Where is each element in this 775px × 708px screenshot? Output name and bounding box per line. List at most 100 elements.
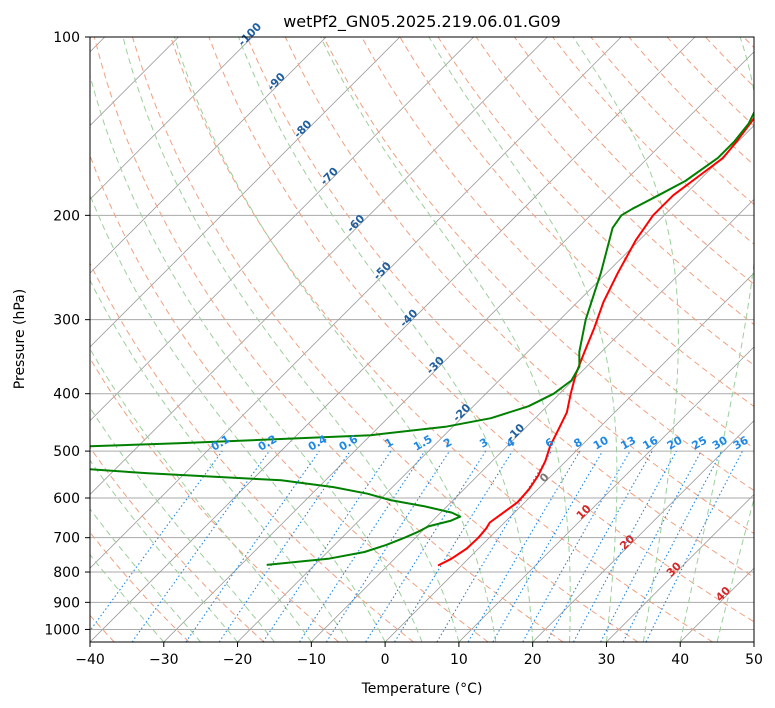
moist-adiabat-line: [238, 37, 534, 642]
dry-adiabat-line: [90, 154, 489, 642]
y-tick-label: 700: [53, 531, 80, 547]
moist-adiabat-line: [90, 279, 349, 642]
y-tick-label: 1000: [44, 622, 80, 638]
mixing-ratio-line: [394, 450, 513, 642]
mixing-ratio-label: 1: [383, 436, 396, 451]
mixing-ratio-label: 0.2: [256, 433, 279, 454]
dry-adiabat-line: [666, 37, 754, 127]
mixing-ratio-label: 36: [731, 433, 751, 452]
isotherm-label: -30: [424, 354, 447, 377]
dry-adiabat-line: [90, 446, 265, 642]
mixing-ratio-line: [645, 450, 743, 642]
dry-adiabat-line: [90, 262, 414, 642]
dry-adiabat-line: [93, 37, 564, 642]
x-tick-label: 50: [745, 652, 763, 668]
dry-adiabat-line: [323, 37, 754, 492]
x-tick-label: 20: [524, 652, 542, 668]
moist-adiabat-line: [716, 497, 754, 642]
y-tick-label: 100: [53, 30, 80, 46]
isotherm-line: [90, 37, 253, 200]
y-tick-label: 900: [53, 595, 80, 611]
mixing-ratio-label: 0.4: [306, 432, 330, 453]
moist-adiabat-line: [122, 37, 460, 642]
plot-frame: [89, 36, 755, 643]
mixing-ratio-line: [573, 450, 677, 642]
isotherm-line: [679, 567, 754, 642]
y-tick-label: 600: [53, 491, 80, 507]
dry-adiabat-line: [132, 37, 639, 642]
mixing-ratio-label: 13: [618, 434, 638, 453]
moist-adiabat-line: [90, 73, 423, 642]
isotherm-label: 20: [617, 532, 637, 552]
dry-adiabat-line: [475, 37, 754, 326]
mixing-ratio-line: [299, 450, 426, 642]
mixing-ratio-line: [185, 450, 320, 642]
moist-adiabat-line: [90, 347, 312, 642]
dewpoint-profile: [90, 110, 754, 566]
mixing-ratio-line: [325, 450, 450, 642]
moist-adiabat-line: [679, 37, 754, 642]
dry-adiabat-line: [399, 37, 754, 408]
isotherm-line: [90, 37, 401, 348]
y-tick-label: 500: [53, 444, 80, 460]
isotherm-label: -70: [318, 165, 341, 188]
mixing-ratio-label: 20: [665, 433, 685, 452]
dry-adiabat-line: [170, 37, 713, 642]
y-tick-label: 300: [53, 313, 80, 329]
moist-adiabat-line: [90, 459, 238, 642]
y-tick-label: 200: [53, 208, 80, 224]
mixing-ratio-label: 10: [591, 433, 611, 452]
mixing-ratio-line: [436, 450, 552, 642]
y-tick-label: 800: [53, 565, 80, 581]
mixing-ratio-label: 3: [477, 436, 490, 451]
moist-adiabat-line: [90, 193, 386, 642]
x-tick-label: −30: [149, 652, 179, 668]
isotherm-label: 30: [664, 559, 684, 579]
mixing-ratio-line: [546, 450, 653, 642]
plot-area: [90, 37, 754, 642]
dry-adiabat-line: [90, 531, 190, 642]
x-tick-label: −10: [297, 652, 327, 668]
dry-adiabat-line: [208, 37, 754, 623]
mixing-ratio-line: [131, 450, 270, 642]
mixing-ratio-label: 0.1: [209, 433, 232, 454]
moist-adiabat-line: [428, 37, 618, 642]
moist-adiabat-line: [90, 508, 202, 642]
dry-adiabat-line: [628, 37, 754, 166]
mixing-ratio-line: [262, 450, 392, 642]
isotherm-label: 40: [713, 584, 733, 604]
x-tick-label: 0: [381, 652, 390, 668]
mixing-ratio-line: [218, 450, 351, 642]
line-labels: 0.1 0.2 0.4 0.6 1 1.5 2 3 4 6 8 10 13 16 20 25 30 36-100-…: [209, 20, 751, 604]
mixing-ratio-line: [90, 450, 223, 632]
moist-adiabat-line: [173, 37, 497, 642]
isotherm-line: [458, 346, 754, 642]
isotherm-label: -90: [265, 70, 288, 93]
x-tick-label: 30: [598, 652, 616, 668]
x-tick-label: 10: [450, 652, 468, 668]
x-tick-label: 40: [671, 652, 689, 668]
x-tick-label: −40: [75, 652, 105, 668]
dry-adiabat-line: [437, 37, 754, 366]
dry-adiabat-line: [552, 37, 754, 245]
isotherm-line: [90, 37, 327, 274]
isotherm-label: -50: [371, 259, 394, 282]
isotherm-line: [90, 37, 474, 422]
isotherm-label: -80: [291, 117, 314, 140]
moist-adiabat-line: [572, 37, 679, 642]
isotherm-line: [90, 37, 548, 496]
mixing-ratio-line: [522, 450, 631, 642]
mixing-ratio-line: [600, 450, 702, 642]
moist-adiabat-line: [320, 37, 571, 642]
chart-title: wetPf2_GN05.2025.219.06.01.G09: [283, 12, 561, 32]
y-axis-label: Pressure (hPa): [12, 289, 28, 389]
dry-adiabat-line: [284, 37, 754, 535]
isotherm-line: [606, 493, 754, 642]
isotherm-line: [90, 37, 622, 569]
isotherm-line: [311, 198, 754, 642]
isotherm-line: [384, 272, 754, 642]
mixing-ratio-line: [467, 450, 581, 642]
isotherm-label: -20: [450, 401, 473, 424]
axes: −40 −30 −20 −10 0 10 20 30 40 50 100 200 300 400 500 60…: [44, 30, 763, 668]
